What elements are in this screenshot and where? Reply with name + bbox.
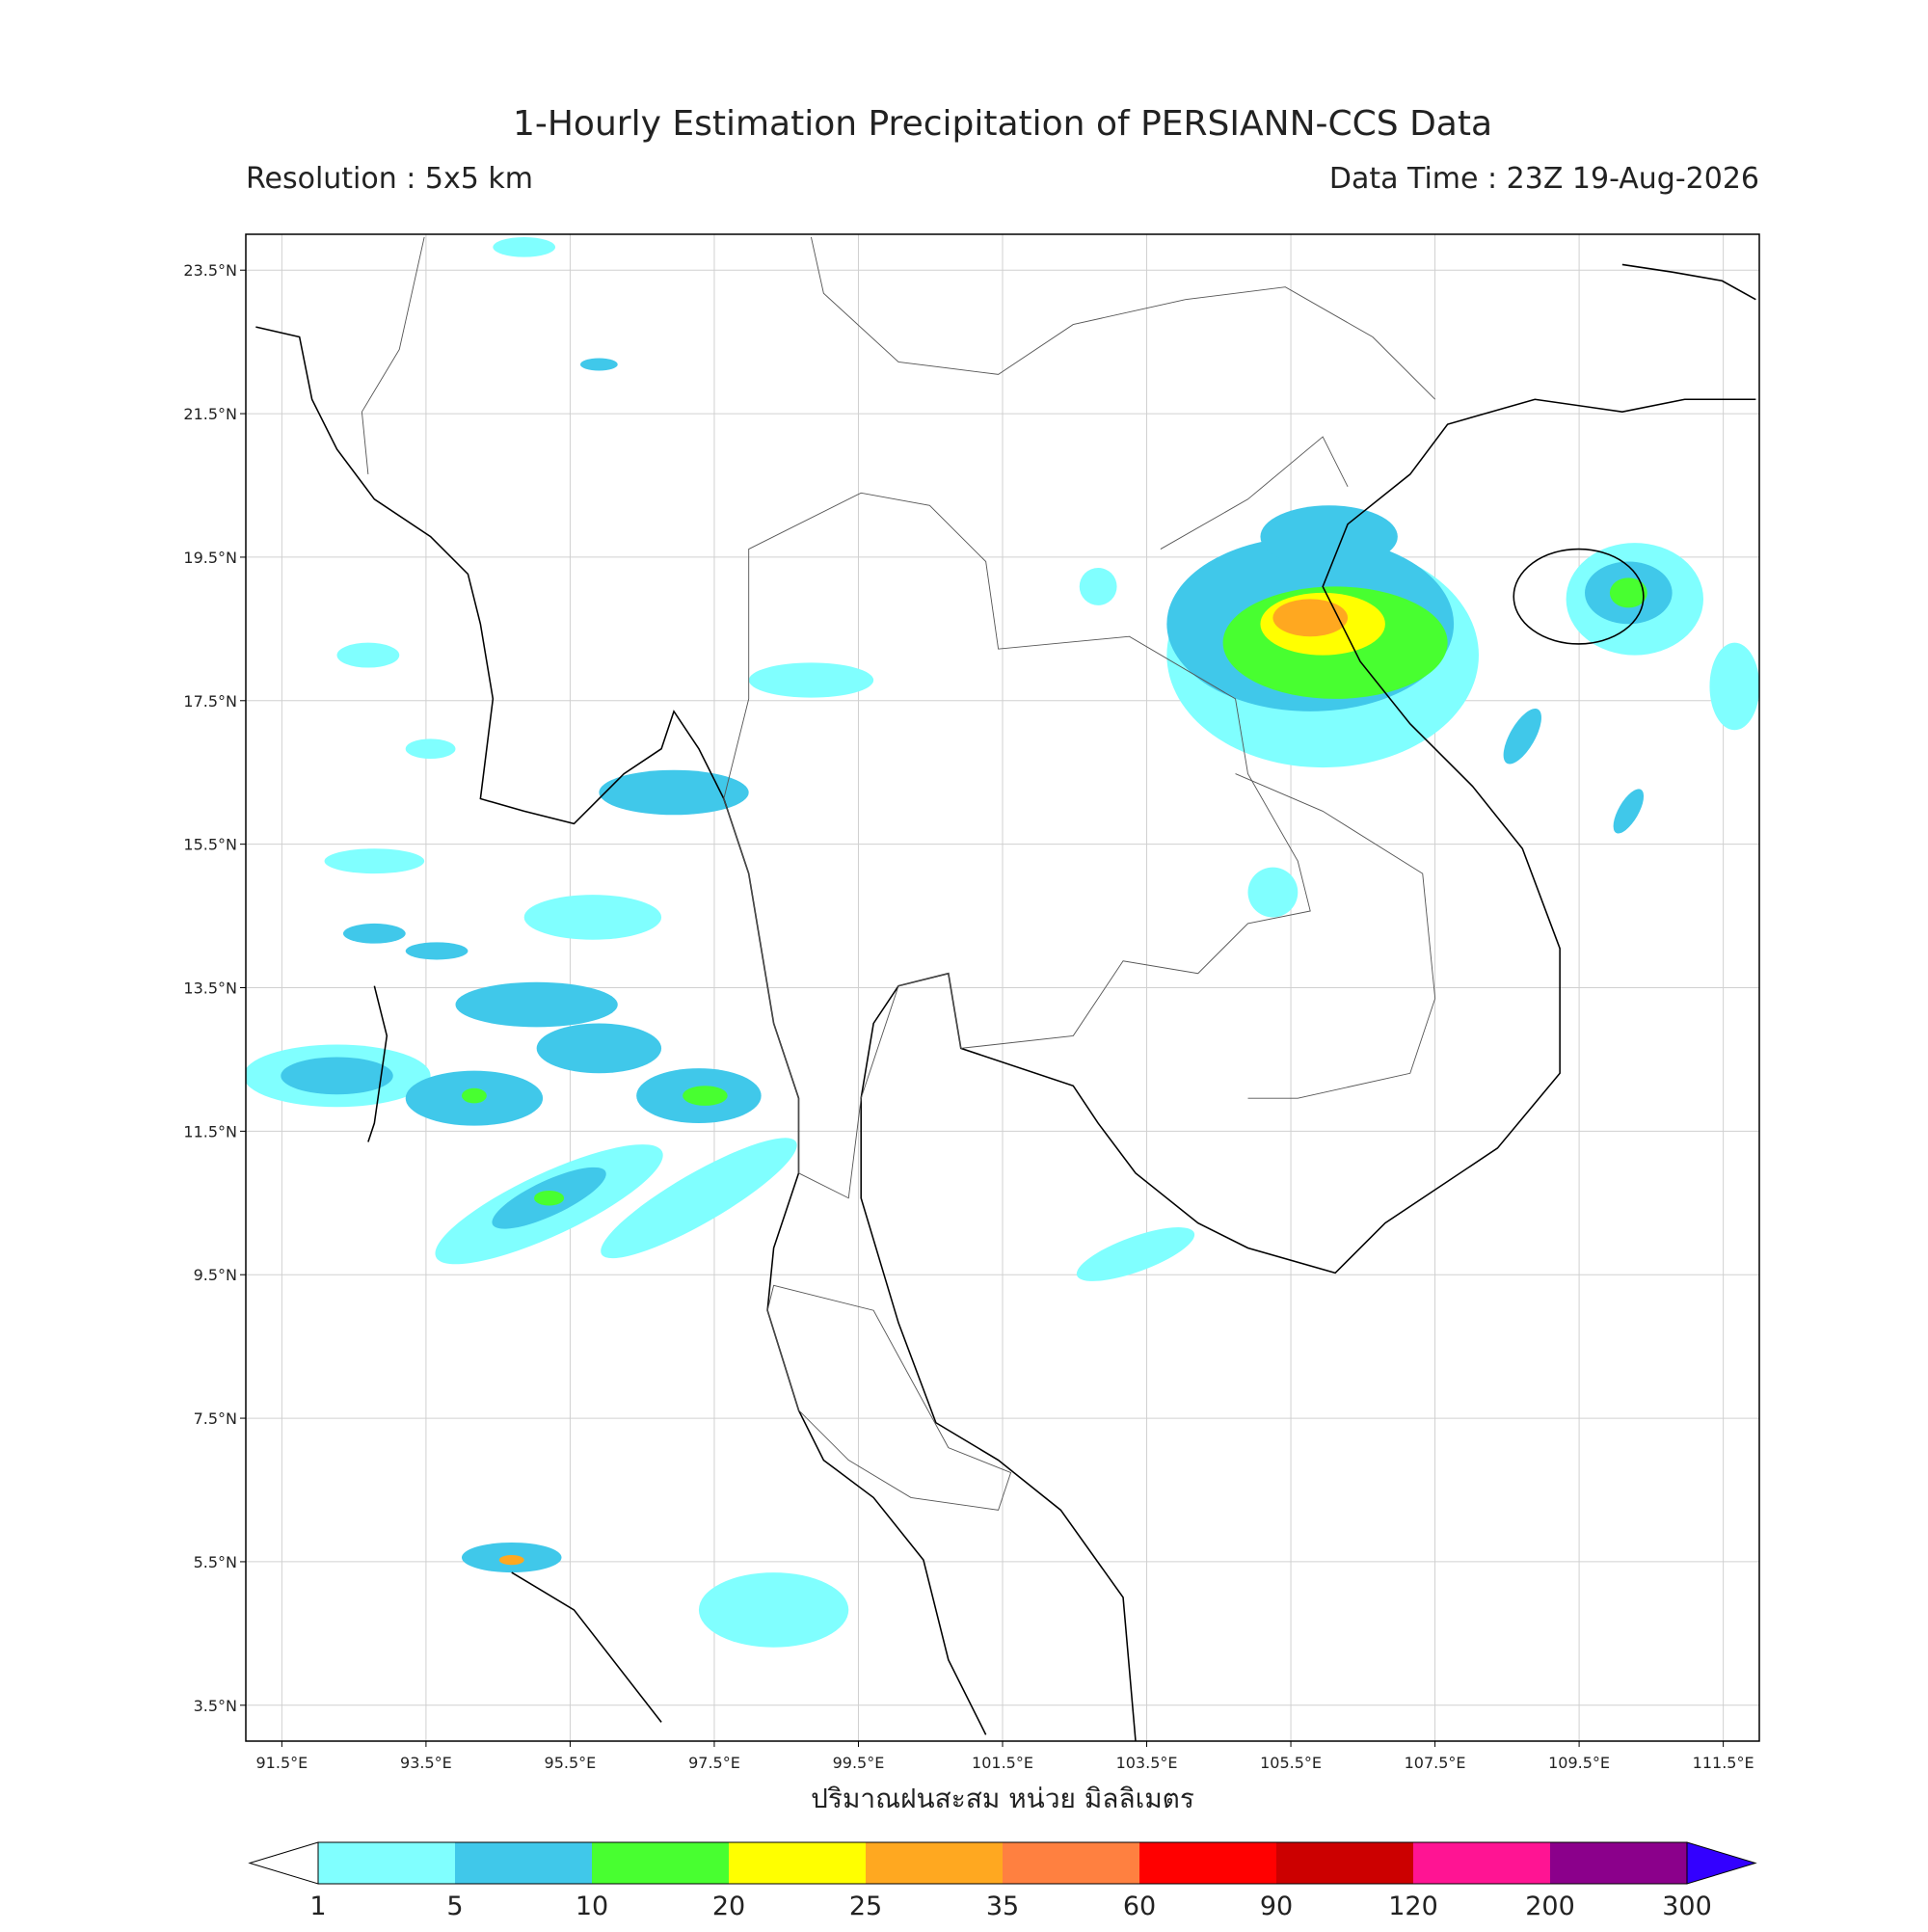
colorbar-bin bbox=[1413, 1842, 1550, 1884]
colorbar-bin bbox=[592, 1842, 729, 1884]
x-tick-label: 93.5°E bbox=[400, 1754, 452, 1772]
colorbar-bin bbox=[1139, 1842, 1276, 1884]
x-tick-label: 95.5°E bbox=[545, 1754, 597, 1772]
x-tick-label: 99.5°E bbox=[833, 1754, 885, 1772]
colorbar-bin bbox=[1550, 1842, 1687, 1884]
colorbar-label: 300 bbox=[1662, 1892, 1712, 1921]
colorbar: 1 5 10 20 25 35 60 90 120 200 300 bbox=[248, 1841, 1757, 1921]
x-tick-label: 107.5°E bbox=[1405, 1754, 1466, 1772]
colorbar-label: 35 bbox=[986, 1892, 1019, 1921]
resolution: Resolution : 5x5 km bbox=[246, 162, 533, 196]
y-tick-label: 23.5°N bbox=[183, 261, 237, 280]
colorbar-frame bbox=[317, 1841, 1688, 1885]
y-tick-label: 11.5°N bbox=[183, 1122, 237, 1140]
y-tick-label: 7.5°N bbox=[194, 1409, 237, 1428]
colorbar-label: 10 bbox=[576, 1892, 608, 1921]
x-axis-label: ปริมาณฝนสะสม หน่วย มิลลิเมตร bbox=[811, 1783, 1194, 1814]
colorbar-label: 5 bbox=[446, 1892, 463, 1921]
colorbar-bin bbox=[729, 1842, 866, 1884]
colorbar-label: 200 bbox=[1525, 1892, 1575, 1921]
y-tick-label: 9.5°N bbox=[194, 1266, 237, 1284]
colorbar-label: 25 bbox=[849, 1892, 882, 1921]
colorbar-label: 1 bbox=[309, 1892, 326, 1921]
colorbar-bin bbox=[318, 1842, 455, 1884]
data-time: Data Time : 23Z 19-Aug-2026 bbox=[1329, 162, 1759, 196]
colorbar-label: 120 bbox=[1388, 1892, 1438, 1921]
precipitation bbox=[246, 236, 1759, 1648]
y-tick-label: 15.5°N bbox=[183, 836, 237, 854]
x-tick-label: 101.5°E bbox=[972, 1754, 1033, 1772]
y-tick-label: 13.5°N bbox=[183, 979, 237, 998]
y-tick-label: 21.5°N bbox=[183, 405, 237, 423]
colorbar-label: 60 bbox=[1123, 1892, 1156, 1921]
map-layer bbox=[246, 236, 1759, 1741]
colorbar-label: 90 bbox=[1260, 1892, 1293, 1921]
x-tick-label: 91.5°E bbox=[256, 1754, 308, 1772]
x-tick-label: 109.5°E bbox=[1548, 1754, 1610, 1772]
colorbar-bin bbox=[1276, 1842, 1413, 1884]
colorbar-label: 20 bbox=[712, 1892, 745, 1921]
y-tick-label: 19.5°N bbox=[183, 549, 237, 567]
y-tick-label: 5.5°N bbox=[194, 1553, 237, 1571]
grid: 91.5°E 93.5°E 95.5°E 97.5°E 99.5°E 101.5°E 103… bbox=[183, 234, 1759, 1772]
x-tick-label: 97.5°E bbox=[688, 1754, 740, 1772]
colorbar-over bbox=[1686, 1841, 1757, 1885]
title: 1-Hourly Estimation Precipitation of PER… bbox=[513, 104, 1492, 144]
colorbar-under bbox=[248, 1841, 319, 1885]
y-tick-label: 17.5°N bbox=[183, 692, 237, 711]
x-tick-label: 103.5°E bbox=[1116, 1754, 1178, 1772]
colorbar-bin bbox=[866, 1842, 1003, 1884]
colorbar-bin bbox=[1003, 1842, 1139, 1884]
y-tick-label: 3.5°N bbox=[194, 1697, 237, 1715]
colorbar-bin bbox=[455, 1842, 592, 1884]
x-tick-label: 111.5°E bbox=[1693, 1754, 1754, 1772]
borders bbox=[361, 236, 1436, 1511]
map-frame bbox=[245, 233, 1760, 1742]
x-tick-label: 105.5°E bbox=[1260, 1754, 1322, 1772]
coastline bbox=[255, 263, 1756, 1741]
